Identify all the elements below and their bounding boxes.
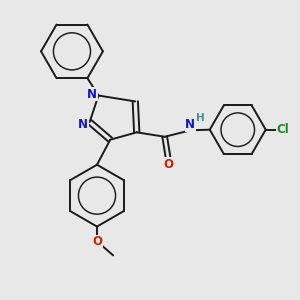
Text: N: N — [87, 88, 97, 100]
Text: Cl: Cl — [276, 123, 289, 136]
Text: O: O — [163, 158, 173, 171]
Text: H: H — [196, 113, 204, 123]
Text: N: N — [78, 118, 88, 130]
Text: O: O — [92, 236, 102, 248]
Text: N: N — [185, 118, 195, 131]
